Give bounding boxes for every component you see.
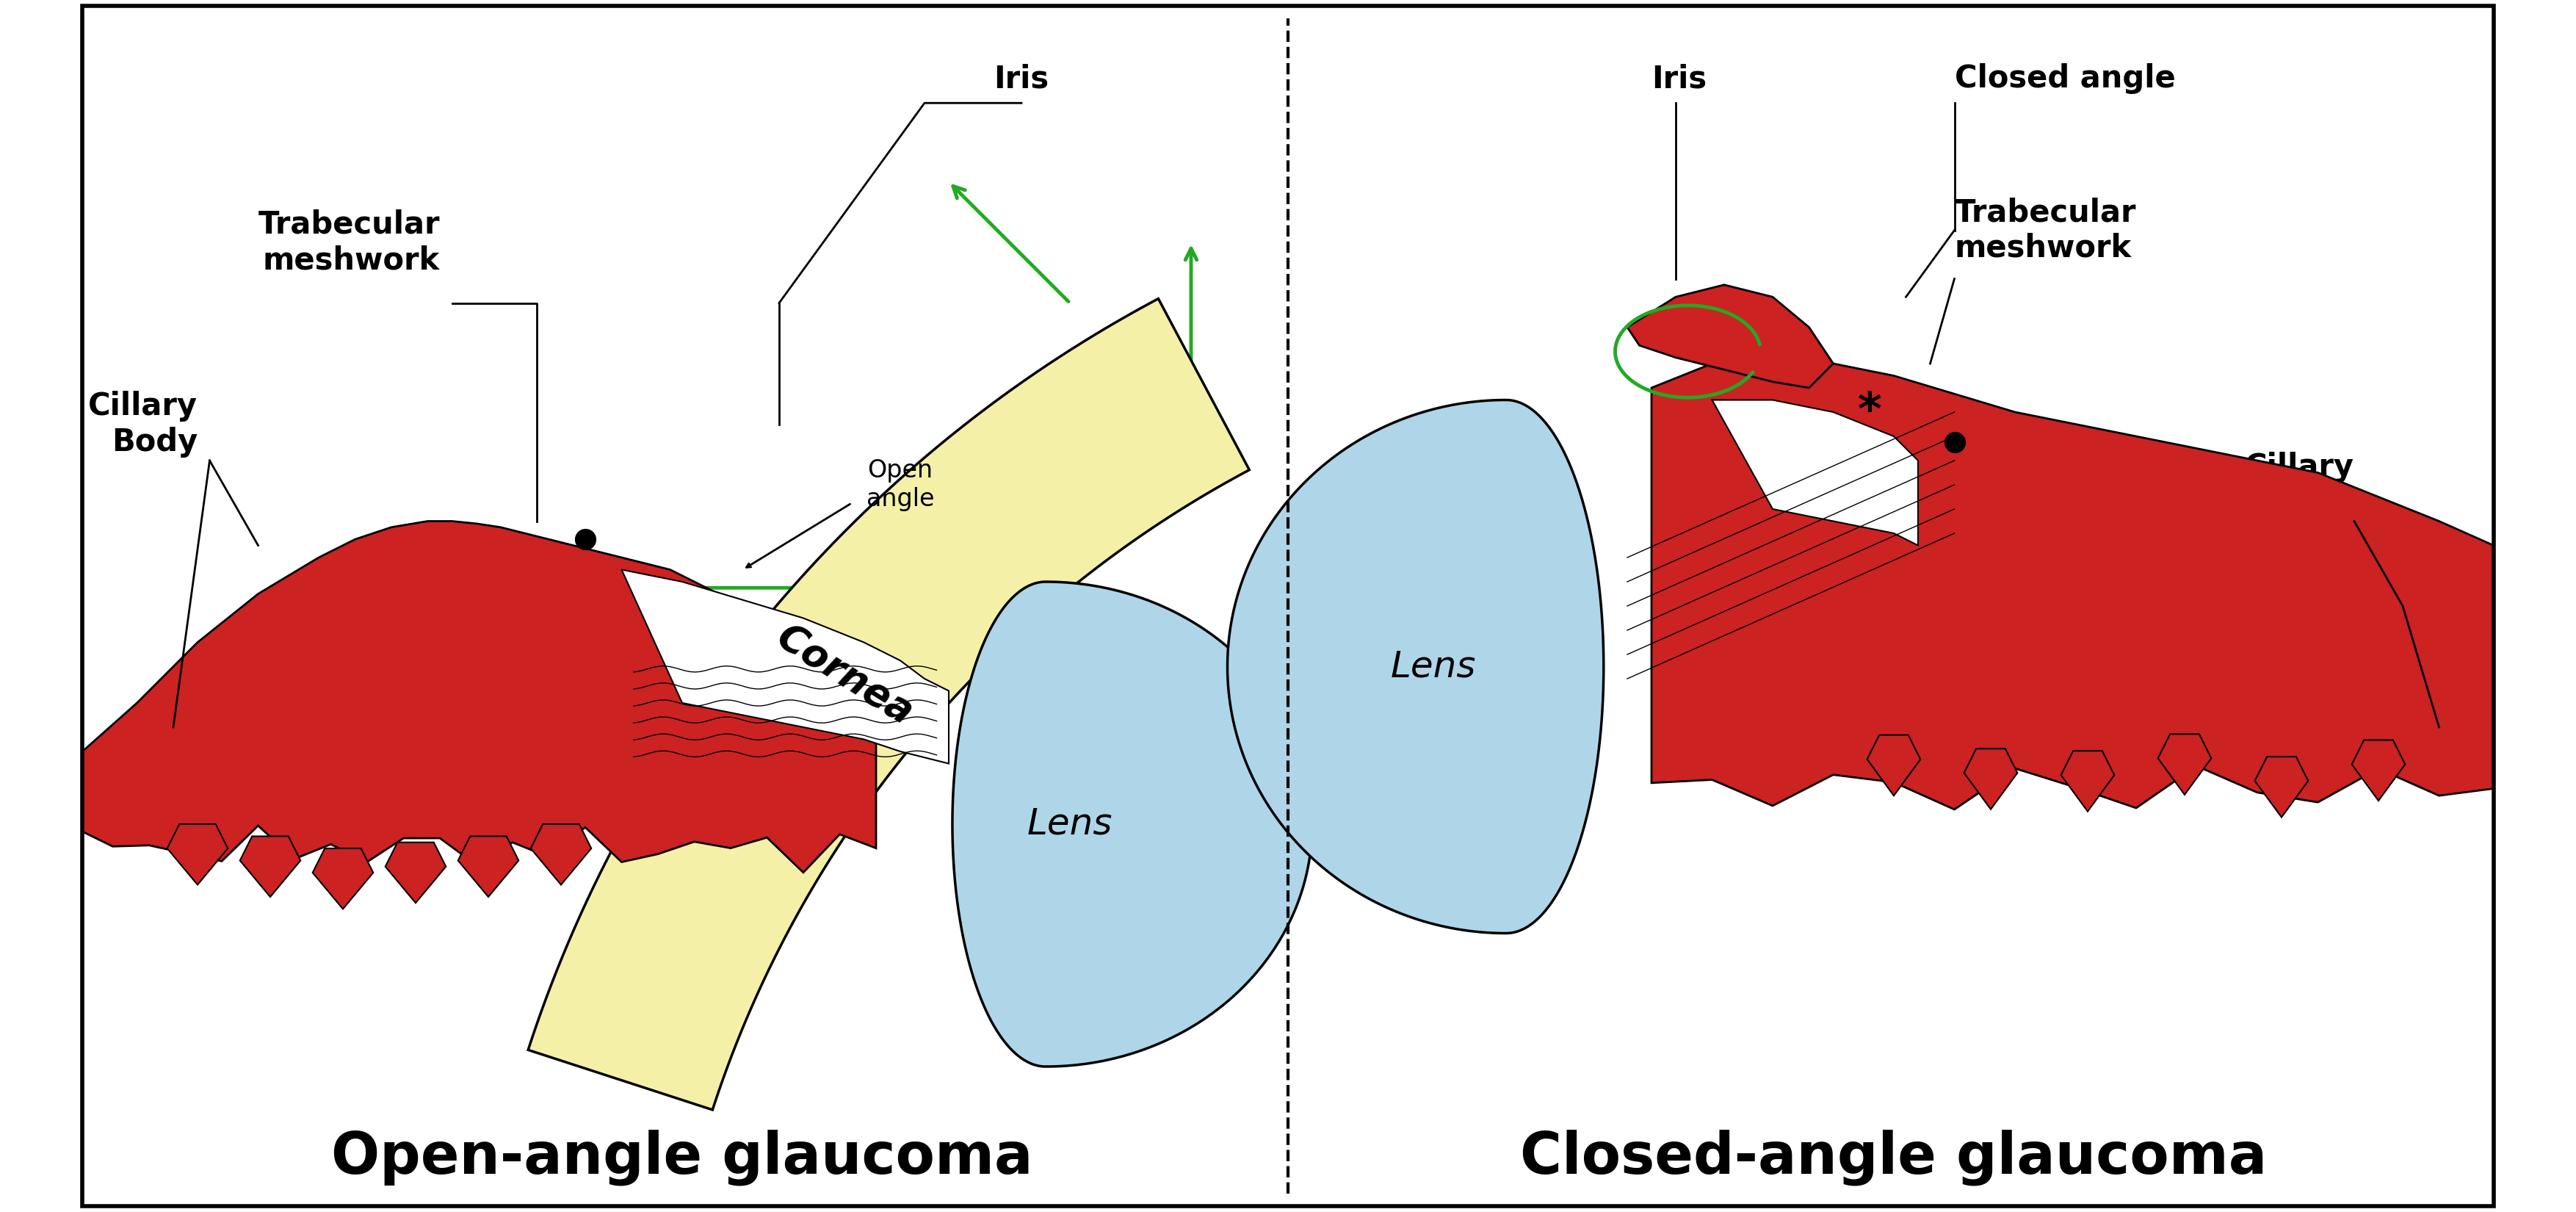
Text: Open
angle: Open angle	[866, 458, 935, 511]
Text: Open-angle glaucoma: Open-angle glaucoma	[332, 1130, 1033, 1185]
Polygon shape	[621, 570, 948, 764]
Text: Iris: Iris	[994, 63, 1048, 95]
Polygon shape	[240, 836, 301, 897]
Polygon shape	[1226, 400, 1605, 933]
Text: Cillary
Body: Cillary Body	[2244, 452, 2354, 518]
Text: Trabecular
meshwork: Trabecular meshwork	[1955, 198, 2136, 263]
Polygon shape	[1868, 734, 1922, 795]
Polygon shape	[1713, 400, 1919, 545]
Polygon shape	[459, 836, 518, 897]
Polygon shape	[312, 848, 374, 909]
Polygon shape	[2159, 734, 2210, 795]
Text: Cillary
Body: Cillary Body	[88, 391, 198, 457]
Text: Closed-angle glaucoma: Closed-angle glaucoma	[1520, 1130, 2267, 1185]
Text: Lens: Lens	[1028, 806, 1113, 842]
Polygon shape	[2352, 741, 2406, 801]
Polygon shape	[2537, 298, 2576, 1110]
Polygon shape	[2254, 756, 2308, 817]
Polygon shape	[531, 824, 592, 885]
Polygon shape	[1628, 285, 1834, 388]
Text: Closed angle: Closed angle	[1955, 63, 2174, 95]
Text: Lens: Lens	[1391, 648, 1476, 685]
Polygon shape	[528, 298, 1249, 1110]
Polygon shape	[1963, 749, 2017, 810]
Text: Trabecular
meshwork: Trabecular meshwork	[258, 210, 440, 275]
Text: Iris: Iris	[1651, 63, 1708, 95]
Polygon shape	[953, 582, 1311, 1067]
Polygon shape	[386, 842, 446, 903]
Text: *: *	[1857, 390, 1880, 434]
Polygon shape	[2061, 750, 2115, 811]
Text: Cornea: Cornea	[770, 618, 920, 732]
Polygon shape	[167, 824, 227, 885]
Polygon shape	[1651, 358, 2494, 810]
Polygon shape	[82, 521, 876, 873]
